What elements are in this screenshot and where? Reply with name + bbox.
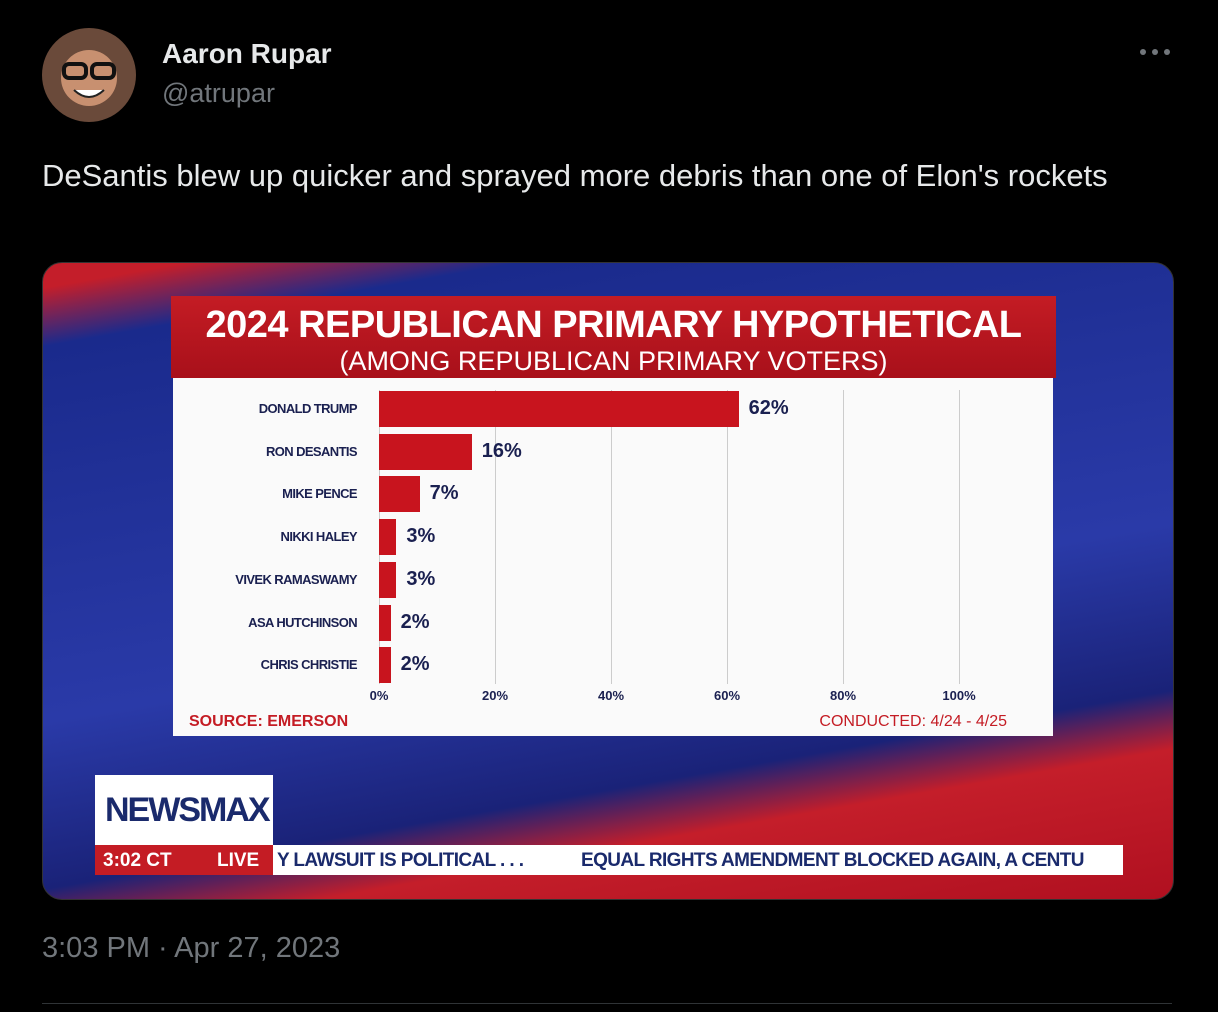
live: LIVE: [217, 850, 260, 871]
grid-line: [959, 390, 960, 684]
value-label: 3%: [406, 525, 436, 548]
category-label: DONALD TRUMP: [258, 401, 358, 416]
value-label: 16%: [481, 439, 522, 462]
x-tick-label: 0%: [369, 688, 389, 703]
bar: [379, 561, 397, 598]
author-name[interactable]: Aaron Rupar: [162, 38, 332, 69]
category-label: ASA HUTCHINSON: [248, 614, 357, 630]
category-label: MIKE PENCE: [282, 486, 358, 502]
chart-subtitle: (AMONG REPUBLICAN PRIMARY VOTERS): [339, 346, 888, 376]
x-tick-label: 40%: [597, 688, 625, 703]
avatar[interactable]: [42, 28, 136, 122]
value-label: 2%: [400, 653, 430, 676]
tweet-image[interactable]: 2024 REPUBLICAN PRIMARY HYPOTHETICAL (AM…: [42, 262, 1174, 900]
category-label: VIVEK RAMASWAMY: [235, 571, 357, 587]
clock: 3:02 CT: [103, 850, 172, 871]
chart-banner: 2024 REPUBLICAN PRIMARY HYPOTHETICAL (AM…: [171, 296, 1056, 378]
value-label: 62%: [748, 397, 789, 419]
ticker-item: Y LAWSUIT IS POLITICAL . . .: [277, 850, 524, 871]
chart-source: SOURCE: EMERSON: [189, 713, 349, 730]
value-label: 3%: [406, 567, 436, 590]
x-tick-label: 80%: [829, 688, 857, 703]
chart-note: CONDUCTED: 4/24 - 4/25: [819, 713, 1007, 730]
chart-title: 2024 REPUBLICAN PRIMARY HYPOTHETICAL: [205, 304, 1022, 346]
more-menu[interactable]: [1138, 46, 1172, 58]
grid-line: [727, 390, 728, 684]
author-handle[interactable]: @atrupar: [162, 78, 275, 108]
grid-line: [495, 390, 496, 684]
logo-box: NEWSMAX: [95, 775, 273, 845]
category-label: NIKKI HALEY: [280, 529, 358, 545]
value-label: 7%: [429, 482, 459, 505]
chart-panel: SOURCE: EMERSON CONDUCTED: 4/24 - 4/25 0…: [173, 378, 1053, 736]
time-bar: 3:02 CT LIVE: [95, 845, 273, 875]
x-tick-label: 20%: [481, 688, 509, 703]
bar: [379, 391, 739, 427]
x-tick-label: 60%: [713, 688, 741, 703]
bar: [379, 604, 391, 641]
category-label: RON DESANTIS: [265, 443, 358, 459]
grid-line: [843, 390, 844, 684]
logo: NEWSMAX: [105, 791, 271, 829]
tweet-text: DeSantis blew up quicker and sprayed mor…: [42, 158, 1108, 193]
grid-line: [611, 390, 612, 684]
bar: [379, 476, 420, 513]
category-label: CHRIS CHRISTIE: [260, 657, 358, 673]
ticker: Y LAWSUIT IS POLITICAL . . . EQUAL RIGHT…: [273, 845, 1123, 875]
ticker-item: EQUAL RIGHTS AMENDMENT BLOCKED AGAIN, A …: [581, 850, 1084, 871]
value-label: 2%: [400, 610, 430, 633]
bar: [379, 433, 472, 470]
divider: [42, 1003, 1172, 1004]
timestamp[interactable]: 3:03 PM · Apr 27, 2023: [42, 932, 341, 964]
bar: [379, 519, 397, 556]
bar: [379, 647, 391, 684]
x-tick-label: 100%: [942, 688, 976, 703]
